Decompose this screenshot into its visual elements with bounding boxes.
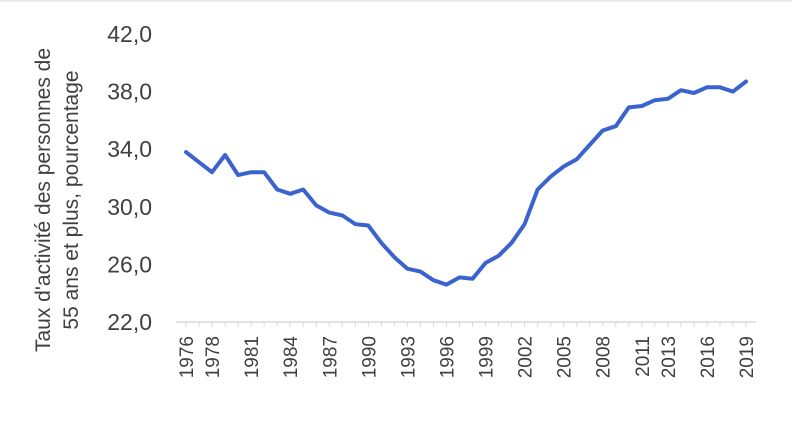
y-tick-label: 26,0 [107,251,152,277]
y-tick-label: 38,0 [107,79,152,105]
x-tick-label: 1976 [177,336,198,378]
x-tick-label: 1996 [437,336,458,378]
x-tick-label: 1999 [477,336,498,378]
y-tick-label: 30,0 [107,194,152,220]
x-tick-label: 1978 [203,336,224,378]
y-axis-label: Taux d'activité des personnes de 55 ans … [32,48,83,352]
y-tick-label: 42,0 [107,21,152,47]
x-axis-tick-labels: 1976 1978 1981 1984 1987 1990 1993 1996 1999 2002… [177,336,758,379]
x-tick-label: 1987 [320,336,341,378]
series-line [184,79,748,287]
x-tick-label: 2002 [516,336,537,378]
x-axis-tick-marks [185,322,747,327]
y-axis-label-line-1: Taux d'activité des personnes de [32,48,55,352]
y-axis-ticks: 22,0 26,0 30,0 34,0 38,0 42,0 [107,21,152,335]
x-tick-label: 2013 [659,336,680,378]
x-tick-label: 1990 [359,336,380,378]
x-tick-label: 2019 [737,336,758,378]
series-group [184,79,748,287]
y-tick-label: 22,0 [107,309,152,335]
y-axis-label-line-2: 55 ans et plus, pourcentage [60,70,83,329]
x-tick-label: 1984 [281,336,302,379]
x-tick-label: 2016 [698,336,719,378]
y-tick-label: 34,0 [107,136,152,162]
x-tick-label: 2005 [555,336,576,378]
x-tick-label: 1981 [242,336,263,378]
x-tick-label: 2008 [594,336,615,378]
x-tick-label: 1993 [398,336,419,378]
x-tick-label: 2011 [633,336,654,377]
